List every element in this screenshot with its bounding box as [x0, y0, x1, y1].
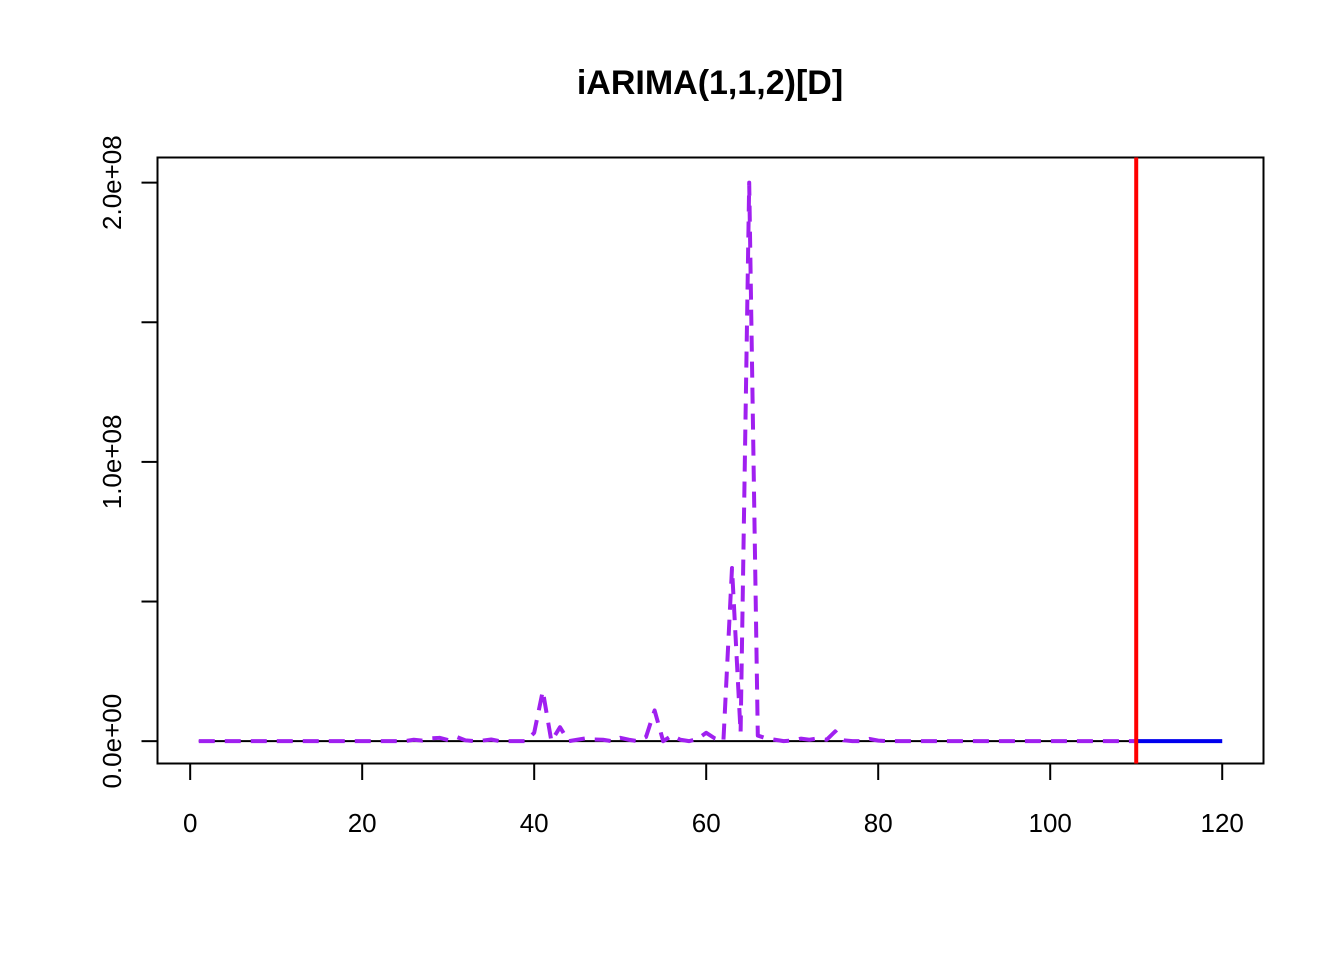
y-tick-label: 0.0e+00: [97, 694, 127, 789]
y-tick-label: 1.0e+08: [97, 415, 127, 510]
plot-frame: [156, 156, 1265, 765]
chart-title: iARIMA(1,1,2)[D]: [577, 64, 843, 102]
x-tick-label: 80: [864, 808, 893, 838]
x-tick-label: 20: [348, 808, 377, 838]
x-tick-label: 120: [1201, 808, 1244, 838]
x-tick-label: 0: [183, 808, 197, 838]
y-axis: 0.0e+00 1.0e+08 2.0e+08: [97, 135, 159, 789]
x-tick-label: 100: [1029, 808, 1072, 838]
series-layer: [198, 157, 1223, 764]
x-tick-label: 60: [692, 808, 721, 838]
x-axis: 0 20 40 60 80 100 120: [183, 762, 1244, 838]
y-tick-label: 2.0e+08: [97, 135, 127, 230]
x-tick-label: 40: [520, 808, 549, 838]
series-line-2: [198, 180, 1137, 744]
